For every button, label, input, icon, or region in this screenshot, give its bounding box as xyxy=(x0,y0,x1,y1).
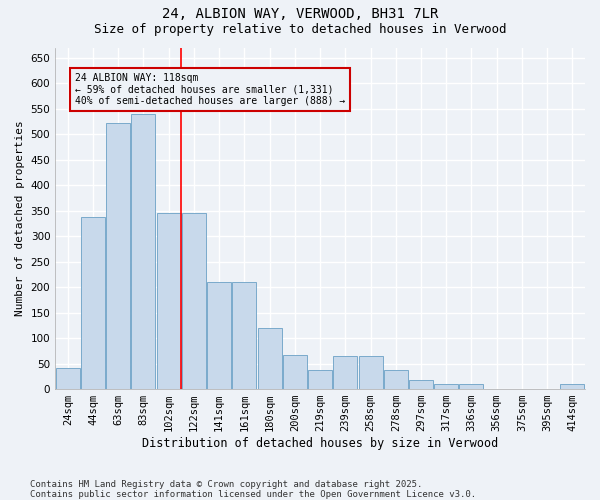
Bar xyxy=(106,124,130,389)
Bar xyxy=(560,384,584,389)
Bar xyxy=(384,370,408,389)
Text: Size of property relative to detached houses in Verwood: Size of property relative to detached ho… xyxy=(94,22,506,36)
Bar xyxy=(182,213,206,389)
X-axis label: Distribution of detached houses by size in Verwood: Distribution of detached houses by size … xyxy=(142,437,498,450)
Bar xyxy=(334,356,357,389)
Bar xyxy=(207,282,231,389)
Bar xyxy=(308,370,332,389)
Bar xyxy=(131,114,155,389)
Bar xyxy=(257,328,281,389)
Y-axis label: Number of detached properties: Number of detached properties xyxy=(15,120,25,316)
Bar xyxy=(359,356,383,389)
Text: 24 ALBION WAY: 118sqm
← 59% of detached houses are smaller (1,331)
40% of semi-d: 24 ALBION WAY: 118sqm ← 59% of detached … xyxy=(76,73,346,106)
Bar xyxy=(434,384,458,389)
Bar xyxy=(157,213,181,389)
Bar xyxy=(283,355,307,389)
Bar xyxy=(460,384,484,389)
Bar xyxy=(81,217,105,389)
Text: Contains HM Land Registry data © Crown copyright and database right 2025.
Contai: Contains HM Land Registry data © Crown c… xyxy=(30,480,476,499)
Bar xyxy=(409,380,433,389)
Text: 24, ALBION WAY, VERWOOD, BH31 7LR: 24, ALBION WAY, VERWOOD, BH31 7LR xyxy=(162,8,438,22)
Bar xyxy=(232,282,256,389)
Bar xyxy=(56,368,80,389)
